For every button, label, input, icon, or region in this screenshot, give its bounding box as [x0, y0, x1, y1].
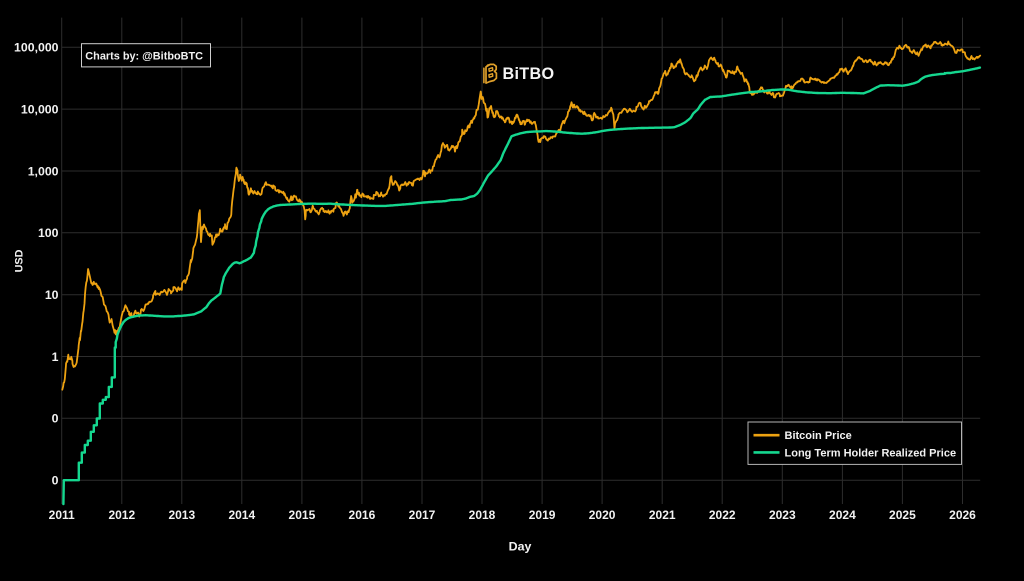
svg-text:2015: 2015: [289, 508, 316, 522]
svg-text:2023: 2023: [769, 508, 796, 522]
svg-text:2019: 2019: [529, 508, 556, 522]
svg-text:2021: 2021: [649, 508, 676, 522]
svg-text:100,000: 100,000: [14, 41, 59, 55]
svg-text:2016: 2016: [349, 508, 376, 522]
svg-text:Bitcoin Price: Bitcoin Price: [785, 430, 852, 442]
svg-text:2025: 2025: [889, 508, 916, 522]
svg-text:2022: 2022: [709, 508, 736, 522]
svg-text:10: 10: [45, 288, 59, 302]
svg-text:0: 0: [52, 412, 59, 426]
svg-text:2020: 2020: [589, 508, 616, 522]
svg-text:2017: 2017: [409, 508, 436, 522]
svg-text:2014: 2014: [228, 508, 255, 522]
svg-text:2011: 2011: [49, 508, 75, 522]
svg-text:Charts by: @BitboBTC: Charts by: @BitboBTC: [85, 50, 203, 62]
svg-text:Day: Day: [509, 540, 532, 554]
svg-text:100: 100: [38, 226, 59, 240]
svg-text:2026: 2026: [949, 508, 976, 522]
svg-text:Long Term Holder Realized Pric: Long Term Holder Realized Price: [785, 447, 957, 459]
svg-text:BiTBO: BiTBO: [503, 65, 555, 83]
svg-text:10,000: 10,000: [21, 103, 59, 117]
svg-text:0: 0: [52, 474, 59, 488]
svg-text:1,000: 1,000: [28, 164, 59, 178]
svg-text:USD: USD: [14, 249, 26, 272]
svg-text:2012: 2012: [108, 508, 135, 522]
svg-text:2013: 2013: [168, 508, 195, 522]
svg-text:2018: 2018: [469, 508, 496, 522]
svg-text:1: 1: [52, 350, 59, 364]
svg-text:2024: 2024: [829, 508, 856, 522]
